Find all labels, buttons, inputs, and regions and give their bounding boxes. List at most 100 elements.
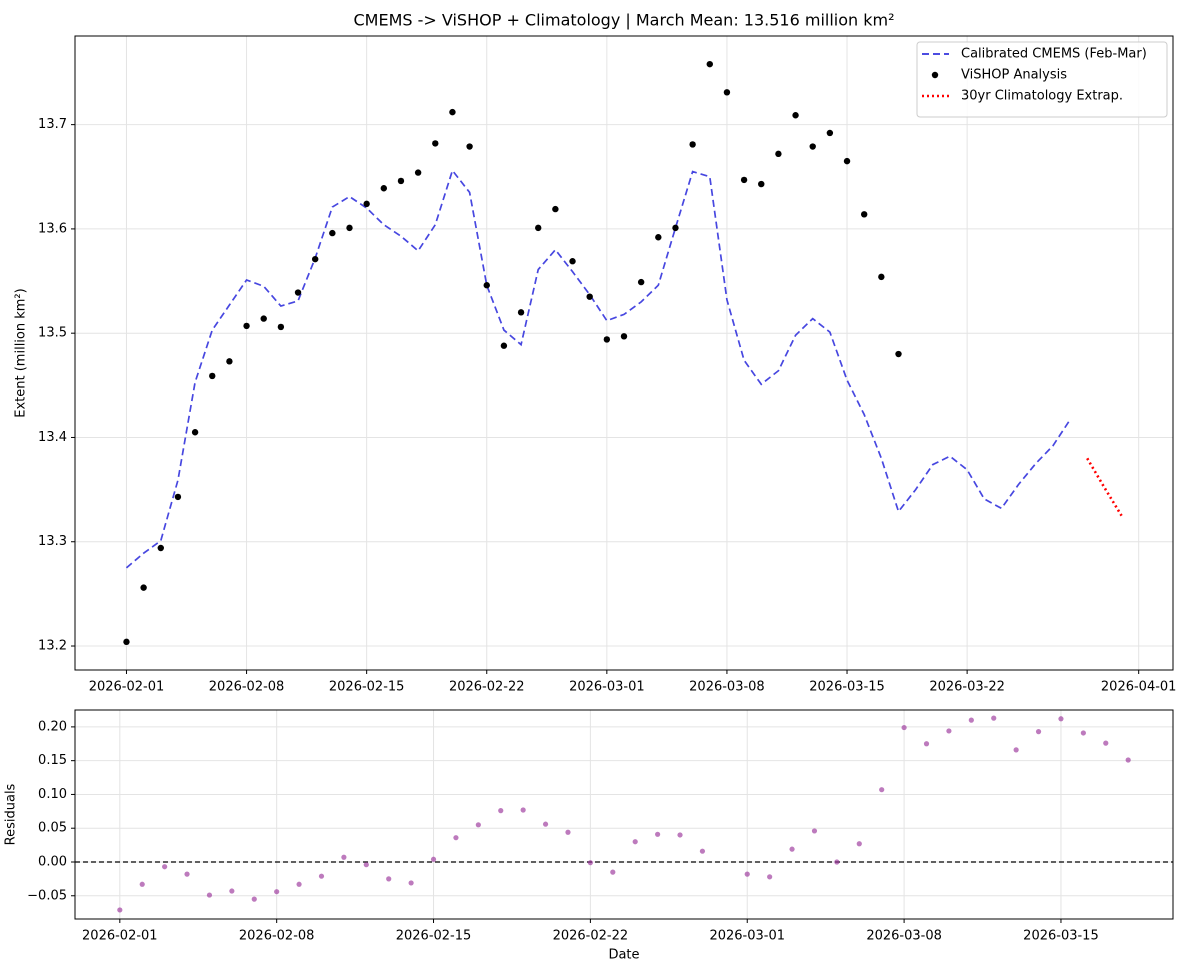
data-point: [1035, 729, 1042, 735]
data-point: [1103, 740, 1109, 746]
legend-marker: [931, 71, 939, 79]
series-line: [1086, 457, 1123, 517]
data-point: [809, 143, 816, 150]
data-point: [184, 871, 190, 877]
data-point: [346, 224, 353, 232]
y-tick-label: 13.5: [38, 326, 67, 341]
axes-frame: [74, 35, 1174, 671]
data-point: [318, 873, 325, 879]
axes-frame: [74, 709, 1174, 920]
legend-label: ViSHOP Analysis: [961, 68, 1067, 83]
data-point: [923, 741, 930, 747]
data-point: [895, 350, 902, 358]
data-point: [789, 846, 795, 852]
data-point: [123, 638, 130, 646]
data-point: [311, 255, 319, 263]
data-point: [689, 141, 696, 148]
y-tick-label: 0.05: [38, 821, 67, 836]
y-tick-label: 0.15: [38, 753, 67, 768]
data-point: [792, 112, 799, 119]
data-point: [535, 224, 542, 232]
legend-box: [916, 41, 1168, 118]
data-point: [565, 829, 571, 835]
legend-label: Calibrated CMEMS (Feb-Mar): [961, 47, 1147, 62]
data-point: [453, 835, 459, 841]
data-point: [968, 717, 974, 723]
data-point: [542, 821, 549, 827]
data-point: [603, 336, 611, 343]
x-tick-label: 2026-02-08: [209, 680, 285, 695]
x-tick-label: 2026-03-01: [569, 680, 645, 695]
data-point: [294, 289, 302, 296]
data-point: [520, 807, 526, 813]
y-tick-label: 13.4: [38, 430, 67, 445]
data-point: [569, 258, 576, 265]
data-point: [1080, 730, 1086, 736]
y-tick-label: 13.7: [38, 117, 67, 132]
data-point: [500, 342, 508, 349]
data-point: [1058, 716, 1064, 722]
x-tick-label: 2026-04-01: [1101, 680, 1177, 695]
x-tick-label: 2026-03-22: [929, 680, 1005, 695]
y-tick-label: 0.10: [38, 787, 67, 802]
data-point: [699, 848, 706, 854]
data-point: [744, 871, 750, 877]
data-point: [1125, 757, 1131, 763]
y-tick-label: 13.3: [38, 534, 67, 549]
data-point: [206, 892, 213, 898]
data-point: [414, 169, 422, 176]
data-point: [723, 89, 731, 96]
data-point: [811, 828, 818, 834]
data-point: [274, 889, 280, 895]
data-point: [229, 888, 235, 894]
data-point: [243, 322, 250, 330]
data-point: [191, 429, 199, 436]
data-point: [637, 278, 645, 286]
y-tick-label: −0.05: [27, 888, 67, 903]
data-point: [386, 876, 392, 882]
data-point: [879, 787, 885, 793]
x-tick-label: 2026-02-15: [396, 929, 472, 944]
data-point: [341, 854, 347, 860]
data-point: [277, 323, 285, 331]
data-point: [610, 869, 616, 875]
data-point: [483, 282, 490, 289]
data-point: [209, 372, 216, 380]
x-tick-label: 2026-03-08: [689, 680, 765, 695]
data-point: [329, 229, 336, 237]
y-tick-label: 13.6: [38, 221, 67, 236]
x-tick-label: 2026-03-15: [809, 680, 885, 695]
data-point: [498, 808, 504, 814]
x-tick-label: 2026-02-01: [82, 929, 158, 944]
x-tick-label: 2026-02-01: [89, 680, 165, 695]
data-point: [117, 907, 123, 913]
data-point: [655, 831, 661, 837]
x-tick-label: 2026-03-01: [709, 929, 785, 944]
data-point: [174, 493, 182, 501]
data-point: [380, 185, 388, 192]
x-tick-label: 2026-02-08: [239, 929, 315, 944]
x-tick-label: 2026-03-15: [1023, 929, 1099, 944]
data-point: [758, 180, 765, 188]
data-point: [856, 841, 862, 847]
data-point: [775, 150, 782, 158]
y-tick-label: 0.20: [38, 719, 67, 734]
data-point: [587, 860, 593, 866]
data-point: [826, 129, 834, 137]
x-tick-label: 2026-03-08: [866, 929, 942, 944]
data-point: [901, 724, 907, 731]
data-point: [1013, 747, 1019, 753]
y-tick-label: 13.2: [38, 639, 67, 654]
y-axis-label: Extent (million km²): [14, 288, 29, 417]
data-point: [140, 584, 147, 591]
data-point: [991, 715, 997, 721]
data-point: [251, 896, 257, 902]
data-point: [397, 177, 405, 185]
legend-label: 30yr Climatology Extrap.: [961, 89, 1123, 104]
data-point: [632, 839, 638, 845]
x-tick-label: 2026-02-22: [553, 929, 629, 944]
data-point: [226, 358, 233, 365]
data-point: [843, 157, 851, 165]
data-point: [430, 856, 437, 862]
